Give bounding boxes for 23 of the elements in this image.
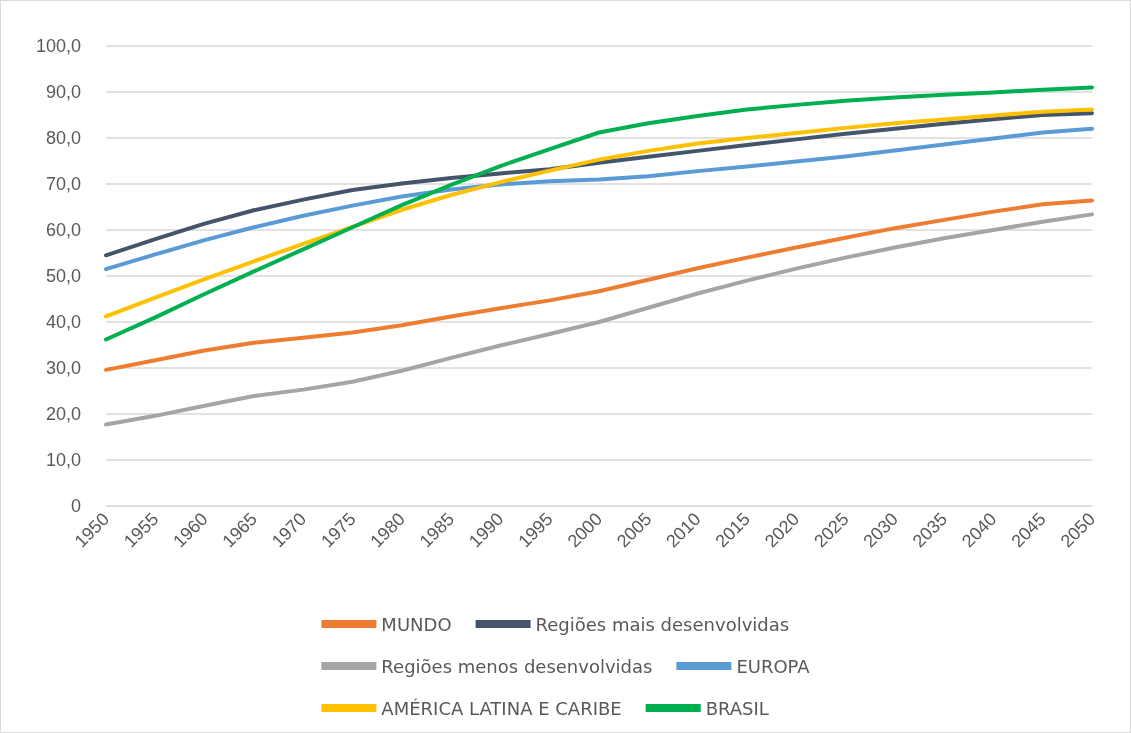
- y-tick-label: 20,0: [45, 404, 81, 424]
- line-series: [104, 85, 1094, 342]
- legend-label: Regiões mais desenvolvidas: [535, 613, 790, 635]
- y-tick-label: 60,0: [45, 220, 81, 240]
- line-series: [104, 111, 1094, 258]
- y-tick-label: 50,0: [45, 266, 81, 286]
- y-tick-label: 80,0: [45, 128, 81, 148]
- legend-label: BRASIL: [705, 697, 769, 719]
- line-series: [104, 212, 1094, 427]
- line-series: [104, 107, 1094, 319]
- y-tick-label: 100,0: [35, 36, 81, 56]
- legend-label: AMÉRICA LATINA E CARIBE: [381, 697, 622, 719]
- legend-label: MUNDO: [381, 613, 452, 635]
- y-tick-label: 90,0: [45, 82, 81, 102]
- line-series: [104, 198, 1094, 372]
- y-tick-label: 0: [70, 496, 81, 516]
- y-tick-label: 40,0: [45, 312, 81, 332]
- legend-label: Regiões menos desenvolvidas: [381, 655, 653, 677]
- y-tick-label: 70,0: [45, 174, 81, 194]
- legend-label: EUROPA: [736, 655, 811, 677]
- y-tick-label: 10,0: [45, 450, 81, 470]
- line-series: [104, 126, 1094, 272]
- y-tick-label: 30,0: [45, 358, 81, 378]
